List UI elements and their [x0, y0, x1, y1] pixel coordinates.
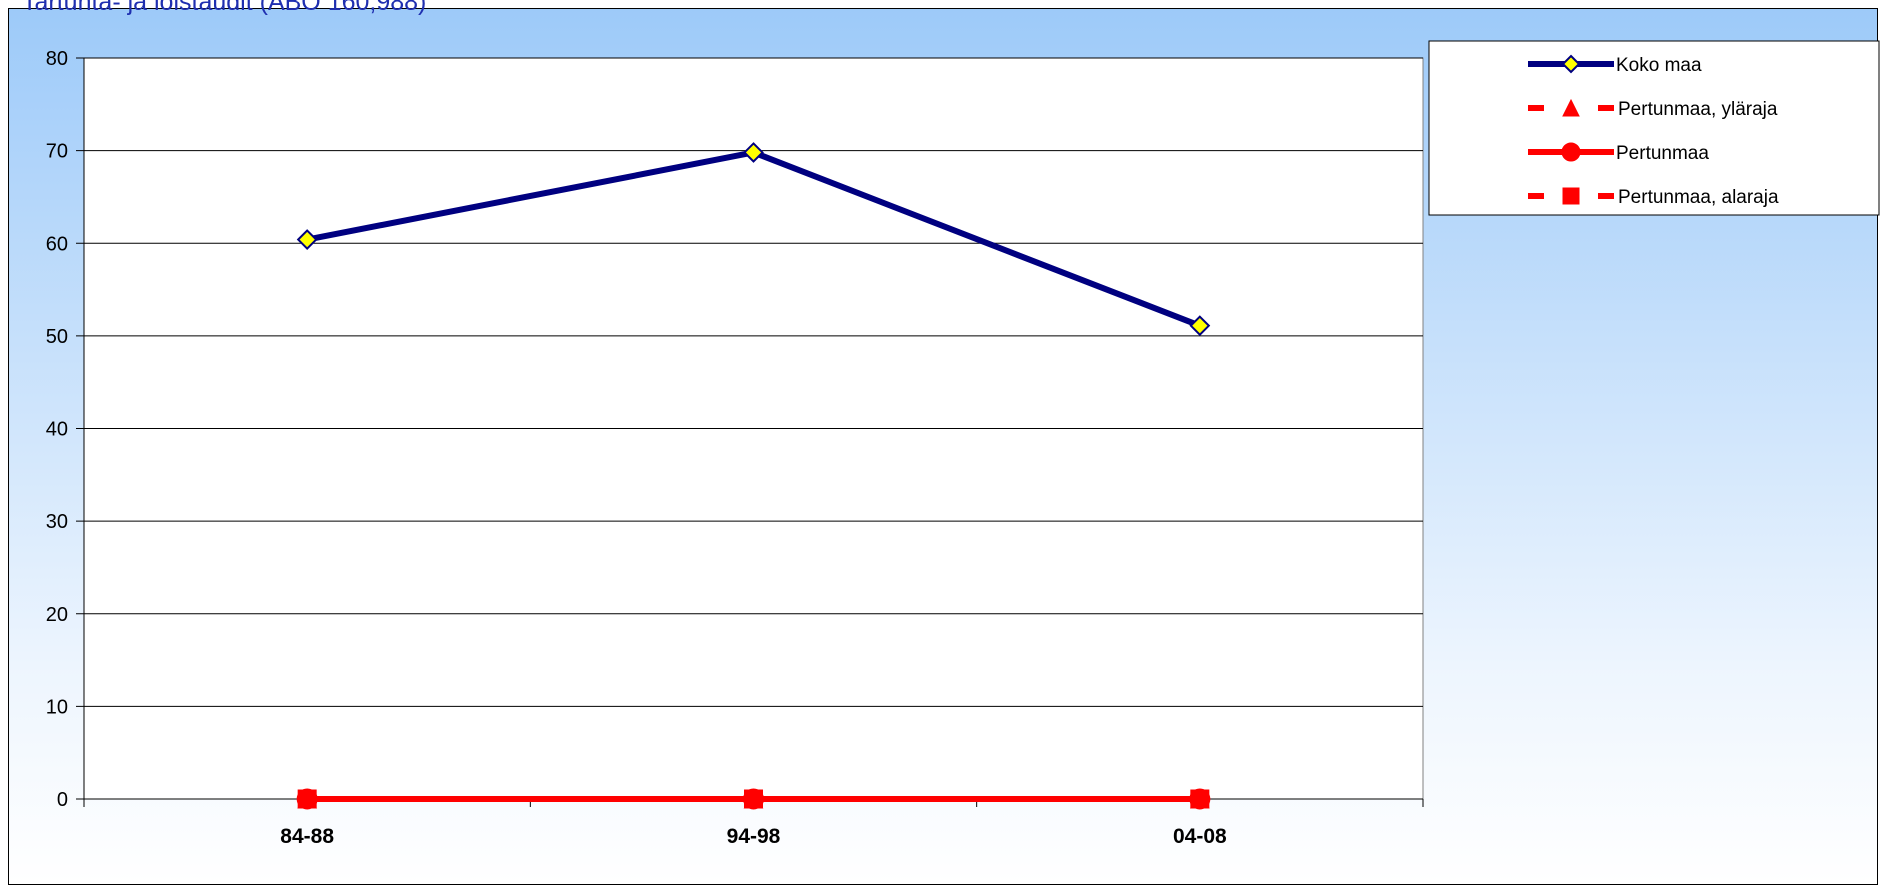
y-tick-label: 60	[46, 233, 68, 255]
series-0	[296, 142, 1211, 337]
y-tick-label: 70	[46, 141, 68, 163]
y-tick-label: 80	[46, 48, 68, 70]
x-tick-label: 94-98	[727, 825, 781, 848]
legend: Koko maa Pertunmaa, yläraja Pertunmaa Pertu…	[1428, 40, 1880, 216]
legend-swatch-marker	[1562, 187, 1580, 205]
y-tick-label: 10	[46, 696, 68, 718]
legend-swatch-marker	[1561, 142, 1581, 162]
x-tick-label: 04-08	[1173, 825, 1227, 848]
legend-entry: Koko maa	[1528, 54, 1702, 76]
y-tick-label: 30	[46, 511, 68, 533]
data-point	[296, 788, 318, 810]
data-point	[743, 142, 764, 163]
y-tick-label: 20	[46, 604, 68, 626]
legend-entry: Pertunmaa, alaraja	[1528, 187, 1779, 208]
legend-entry: Pertunmaa, yläraja	[1528, 98, 1778, 120]
legend-swatch-marker	[1561, 54, 1581, 74]
gridlines	[84, 57, 1423, 707]
y-tick-label: 50	[46, 326, 68, 348]
series-group	[296, 142, 1211, 810]
chart-title: Tartunta- ja loistaudit (ABO 160,988)	[22, 0, 427, 16]
series-2	[296, 788, 1211, 810]
axes: 0 10 20 30 40 50 60 70 80 84-88 94-98 04-08	[46, 48, 1424, 848]
legend-label: Pertunmaa	[1616, 143, 1709, 164]
x-tick-label: 84-88	[280, 825, 334, 848]
legend-label: Koko maa	[1616, 55, 1702, 76]
data-point	[1189, 788, 1211, 810]
y-tick-label: 0	[57, 789, 68, 811]
legend-box	[1428, 40, 1880, 216]
legend-label: Pertunmaa, yläraja	[1618, 99, 1778, 120]
legend-entry: Pertunmaa	[1528, 142, 1709, 164]
y-tick-label: 40	[46, 419, 68, 441]
legend-label: Pertunmaa, alaraja	[1618, 187, 1779, 208]
data-point	[1189, 315, 1211, 337]
data-point	[296, 229, 318, 250]
data-point	[743, 788, 764, 810]
legend-swatch-marker	[1562, 98, 1580, 117]
